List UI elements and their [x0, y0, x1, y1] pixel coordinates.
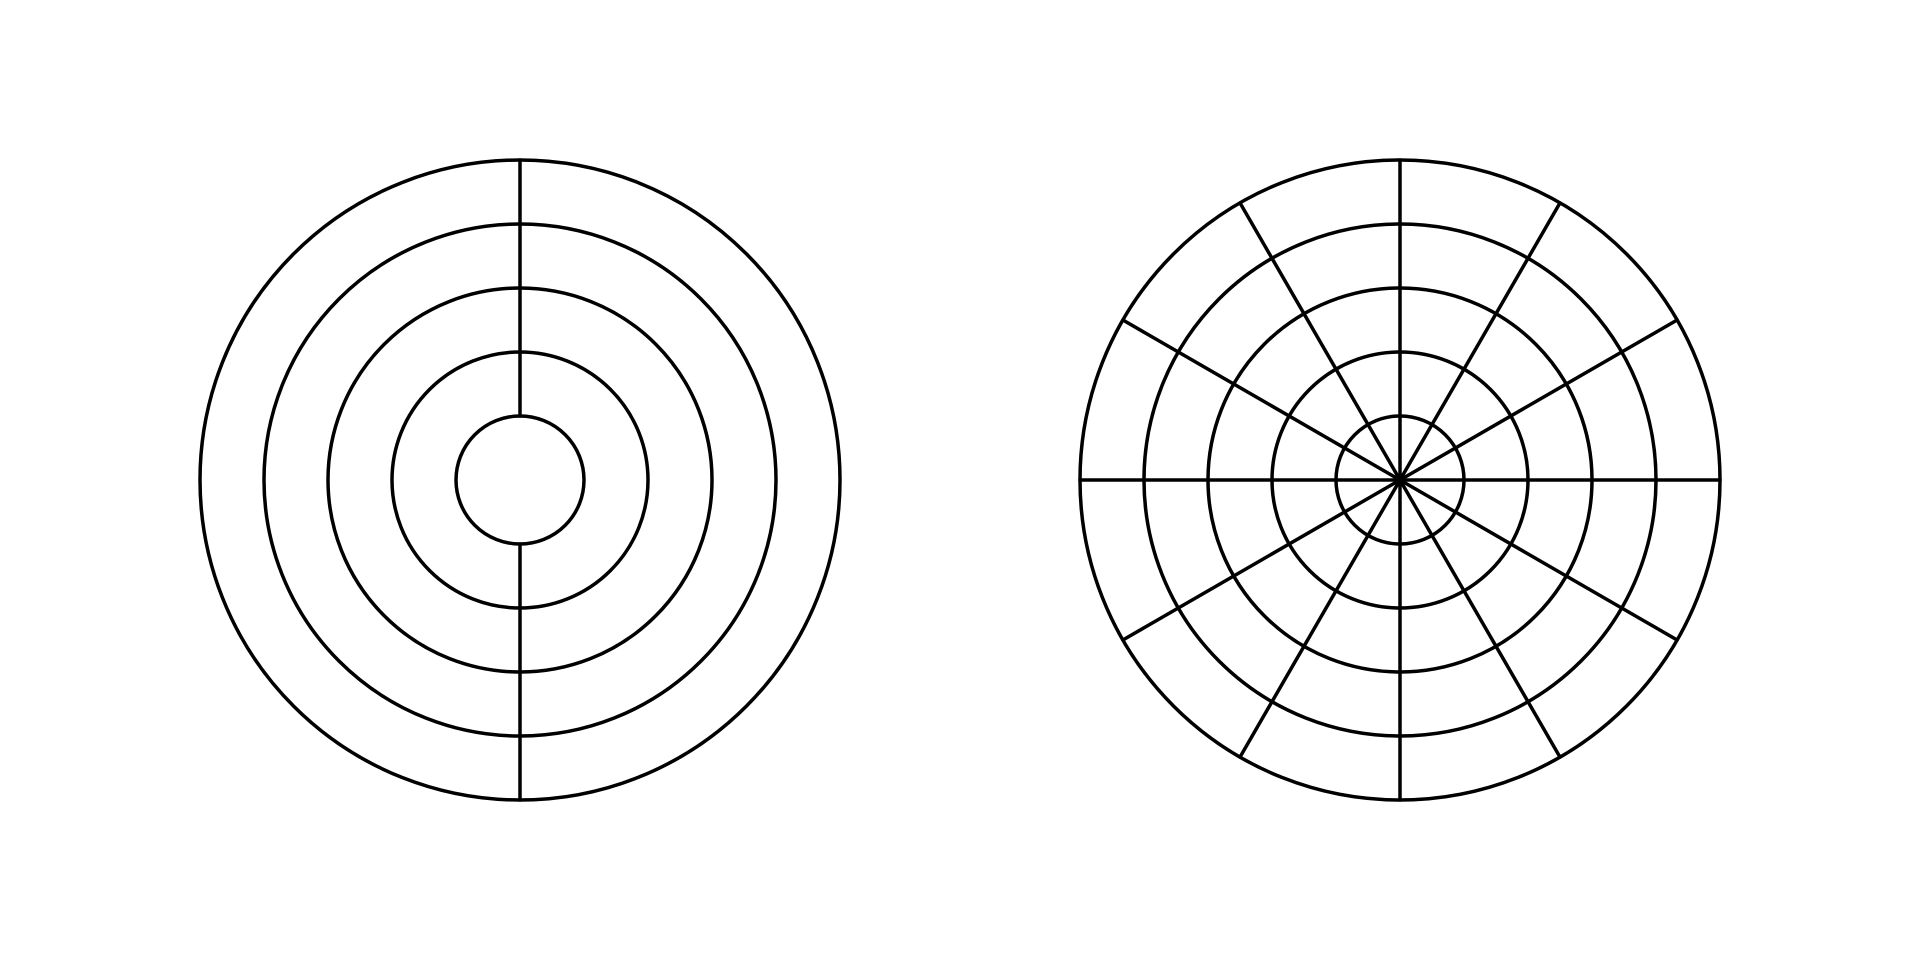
spoke-10: [1123, 320, 1400, 480]
spoke-5: [1400, 480, 1560, 757]
polar-grid-right: [1050, 130, 1750, 830]
spoke-11: [1240, 203, 1400, 480]
spoke-8: [1123, 480, 1400, 640]
spoke-7: [1240, 480, 1400, 757]
ring-1: [456, 416, 584, 544]
polar-grid-left: [170, 130, 870, 830]
spoke-2: [1400, 320, 1677, 480]
spoke-4: [1400, 480, 1677, 640]
polar-grid-left-svg: [170, 130, 870, 830]
polar-grid-right-svg: [1050, 130, 1750, 830]
spoke-1: [1400, 203, 1560, 480]
